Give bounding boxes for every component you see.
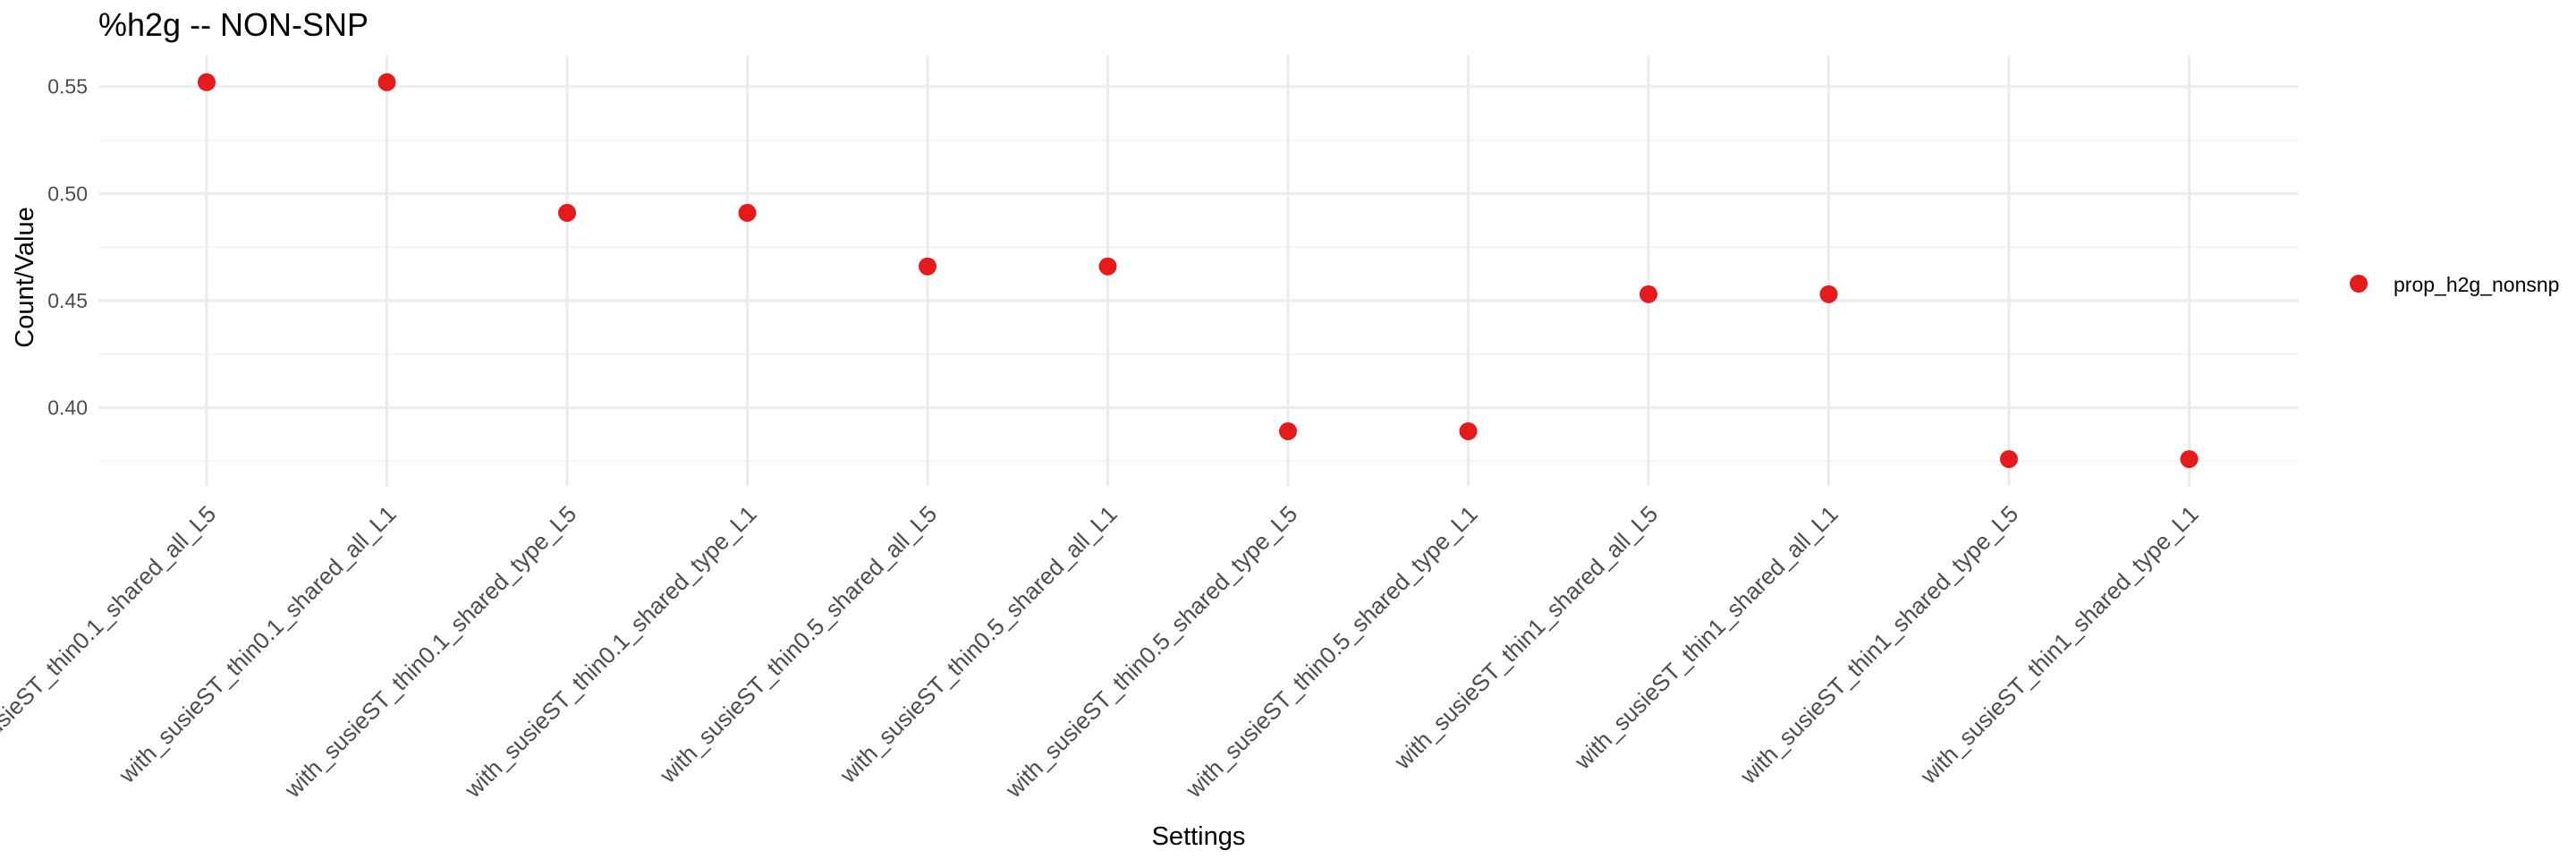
x-tick-label: with_susieST_thin0.1_shared_type_L1 (459, 500, 762, 804)
x-tick-label: with_susieST_thin1_shared_type_L5 (1734, 500, 2023, 789)
x-tick-label: with_susieST_thin0.1_shared_type_L5 (278, 500, 581, 804)
data-point (1459, 421, 1478, 440)
data-point (2000, 450, 2018, 469)
y-tick-label: 0.45 (47, 289, 88, 312)
data-point (377, 72, 396, 91)
data-point (1640, 285, 1657, 303)
y-axis-ticks: 0.40 0.45 0.50 0.55 (47, 75, 88, 420)
x-axis-ticks: with_susieST_thin0.1_shared_all_L5with_s… (0, 500, 2204, 804)
chart-title: %h2g -- NON-SNP (98, 6, 369, 43)
legend: prop_h2g_nonsnp (2350, 273, 2559, 296)
data-point (198, 72, 216, 91)
legend-marker (2350, 275, 2368, 293)
y-tick-label: 0.40 (47, 396, 88, 420)
y-axis-title: Count/Value (11, 207, 39, 347)
x-tick-label: with_susieST_thin0.1_shared_all_L1 (113, 500, 401, 788)
data-points (198, 72, 2199, 469)
x-tick-label: with_susieST_thin0.5_shared_all_L1 (834, 500, 1122, 788)
data-point (1819, 285, 1838, 303)
grid (98, 55, 2299, 486)
y-tick-label: 0.55 (47, 75, 88, 98)
data-point (1279, 421, 1297, 440)
legend-label: prop_h2g_nonsnp (2394, 273, 2559, 296)
data-point (738, 203, 757, 222)
y-tick-label: 0.50 (47, 182, 88, 205)
data-point (919, 257, 936, 276)
x-tick-label: with_susieST_thin0.5_shared_type_L5 (999, 500, 1302, 804)
x-tick-label: with_susieST_thin0.1_shared_all_L5 (0, 500, 221, 788)
x-tick-label: with_susieST_thin0.5_shared_type_L1 (1180, 500, 1483, 804)
x-tick-label: with_susieST_thin1_shared_type_L1 (1914, 500, 2203, 789)
data-point (558, 203, 576, 222)
data-point (2180, 450, 2199, 469)
data-point (1098, 257, 1117, 276)
x-tick-label: with_susieST_thin0.5_shared_all_L5 (654, 500, 942, 788)
x-axis-title: Settings (1152, 822, 1246, 851)
